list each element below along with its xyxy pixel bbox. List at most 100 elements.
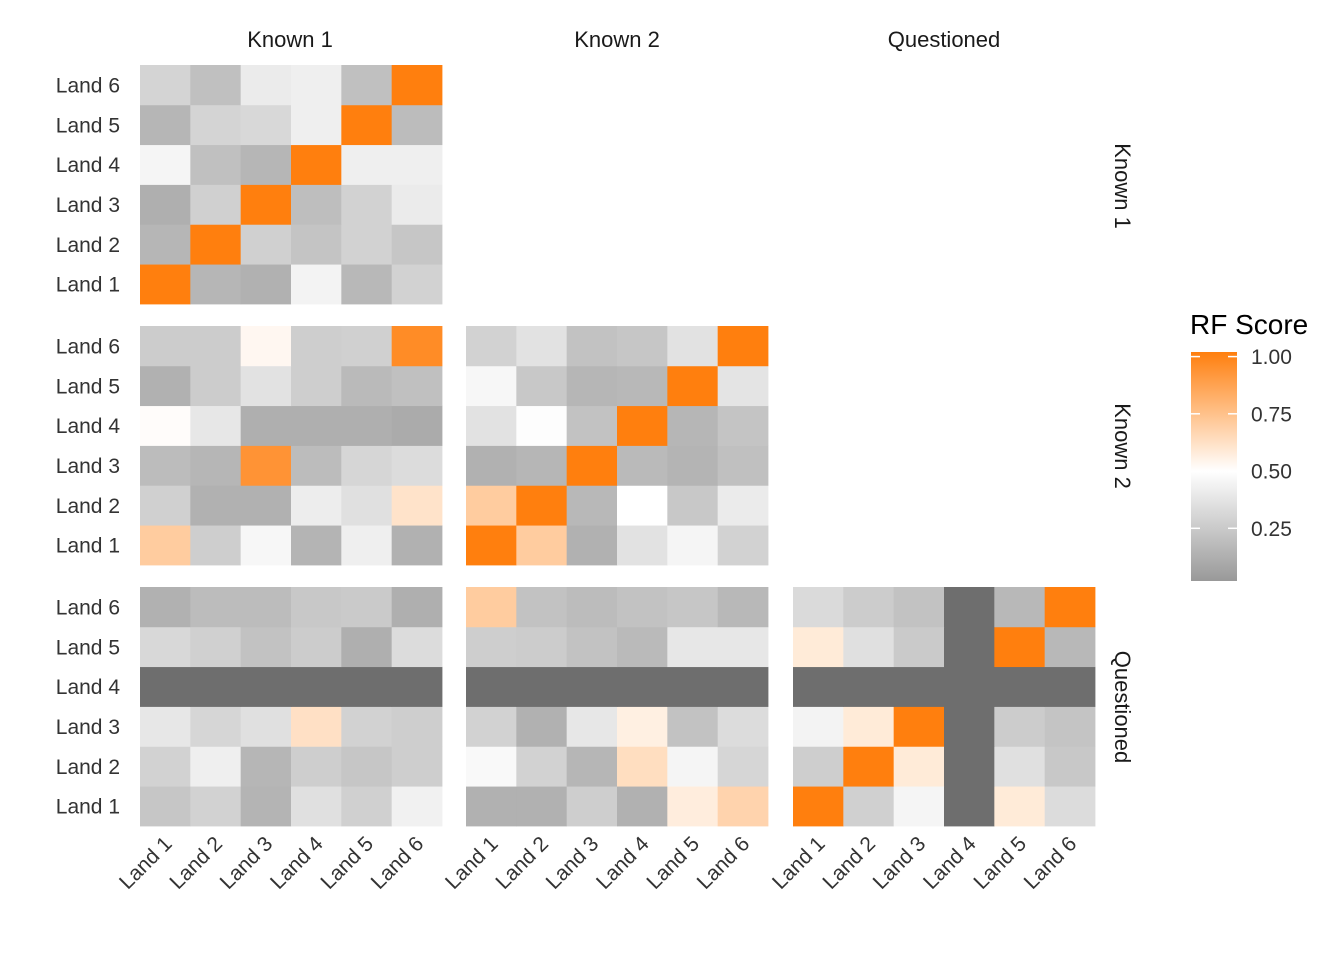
heatmap-cell [341,264,393,305]
heatmap-cell [667,445,719,486]
heatmap-cell [617,626,668,668]
heatmap-cell [140,587,191,628]
heatmap-cell [240,587,292,628]
heatmap-cell [717,706,769,747]
heatmap-cell [341,184,393,225]
panel-known-1-vs-known-1 [140,65,443,305]
heatmap-cell [341,746,393,787]
heatmap-cell [843,587,895,628]
heatmap-cell [617,326,668,367]
heatmap-cell [190,184,242,225]
heatmap-cell [667,587,719,628]
heatmap-cell [190,706,242,747]
heatmap-cell [466,525,517,566]
heatmap-cell [240,224,292,265]
heatmap-cell [140,104,191,146]
heatmap-cell [566,525,618,566]
heatmap-cell [793,626,844,668]
heatmap-cell [391,626,443,668]
heatmap-cell [667,746,719,787]
y-tick-label: Land 6 [56,335,120,358]
y-tick-label: Land 3 [56,455,120,478]
heatmap-cell [994,587,1046,628]
heatmap-cell [717,666,769,707]
panel-known-2-vs-known-2 [466,326,769,566]
heatmap-cell [291,485,342,526]
heatmap-cell [1044,786,1096,827]
legend-tick-label: 0.25 [1251,518,1292,541]
heatmap-cell [240,184,292,225]
heatmap-cell [566,587,618,628]
heatmap-cell [341,706,393,747]
col-strip-known-2: Known 2 [574,27,660,52]
heatmap-cell [291,445,342,486]
row-strip-questioned: Questioned [1110,651,1135,764]
heatmap-cell [516,666,568,707]
heatmap-cell [843,666,895,707]
heatmap-cell [190,144,242,185]
heatmap-panels [140,65,1096,827]
heatmap-cell [617,587,668,628]
heatmap-cell [291,224,342,265]
heatmap-cell [667,626,719,668]
heatmap-cell [717,587,769,628]
heatmap-cell [391,365,443,407]
heatmap-cell [341,104,393,146]
y-axis-tick-labels: Land 1 Land 2 Land 3 Land 4 Land 5 Land 6 Land… [56,74,121,818]
x-tick-label: Land 3 [869,832,931,894]
col-strip-known-1: Known 1 [247,27,333,52]
heatmap-cell [291,405,342,446]
heatmap-cell [391,104,443,146]
heatmap-cell [566,445,618,486]
heatmap-cell [391,405,443,446]
heatmap-cell [617,485,668,526]
heatmap-cell [341,525,393,566]
y-tick-label: Land 3 [56,716,120,739]
heatmap-cell [617,405,668,446]
heatmap-cell [516,405,568,446]
heatmap-cell [667,666,719,707]
heatmap-cell [717,525,769,566]
heatmap-cell [140,485,191,526]
heatmap-cell [667,365,719,407]
heatmap-cell [190,65,242,106]
heatmap-cell [617,365,668,407]
heatmap-cell [893,786,945,827]
heatmap-cell [140,666,191,707]
y-tick-label: Land 4 [56,154,121,177]
heatmap-cell [516,326,568,367]
heatmap-cell [391,326,443,367]
heatmap-cell [667,525,719,566]
heatmap-cell [341,224,393,265]
heatmap-cell [240,405,292,446]
heatmap-cell [240,786,292,827]
heatmap-cell [516,626,568,668]
row-facet-strips: Known 1 Known 2 Questioned [1110,143,1135,763]
x-tick-label: Land 4 [592,832,654,894]
heatmap-cell [190,626,242,668]
heatmap-cell [240,104,292,146]
heatmap-cell [516,587,568,628]
heatmap-cell [1044,746,1096,787]
heatmap-cell [240,144,292,185]
heatmap-cell [190,264,242,305]
heatmap-cell [617,706,668,747]
heatmap-cell [516,786,568,827]
heatmap-cell [391,746,443,787]
column-facet-strips: Known 1 Known 2 Questioned [247,27,1000,52]
heatmap-cell [291,746,342,787]
panel-questioned-vs-known-2 [466,587,769,827]
heatmap-cell [341,365,393,407]
heatmap-cell [190,445,242,486]
heatmap-cell [190,666,242,707]
heatmap-cell [466,485,517,526]
heatmap-cell [1044,626,1096,668]
x-tick-label: Land 3 [542,832,604,894]
heatmap-cell [994,746,1046,787]
y-tick-label: Land 2 [56,234,120,257]
y-tick-label: Land 2 [56,756,120,779]
heatmap-cell [140,224,191,265]
row-strip-known-1: Known 1 [1110,143,1135,229]
heatmap-cell [140,706,191,747]
